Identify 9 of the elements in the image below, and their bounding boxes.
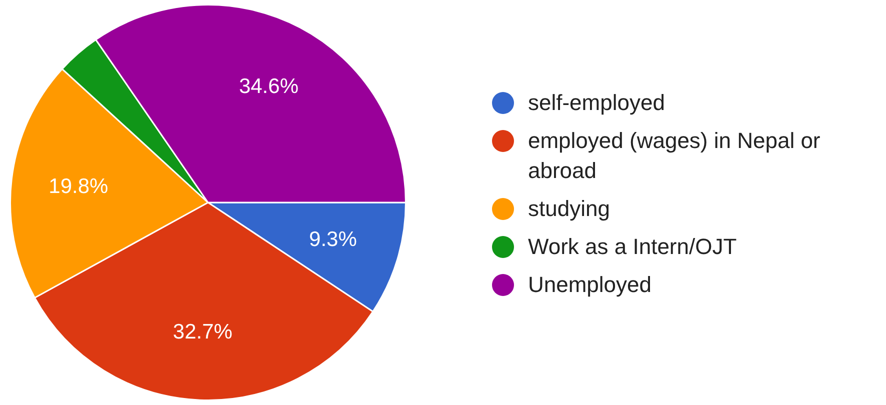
legend-label: Unemployed [528,271,652,299]
legend-label: employed (wages) in Nepal or abroad [528,127,822,185]
data-label: 32.7% [172,320,232,344]
data-label: 19.8% [48,174,108,198]
legend-label: Work as a Intern/OJT [528,233,737,261]
data-label: 9.3% [309,228,357,251]
data-label: 34.6% [238,74,298,98]
legend-label: studying [528,195,610,223]
legend-label: self-employed [528,89,665,117]
